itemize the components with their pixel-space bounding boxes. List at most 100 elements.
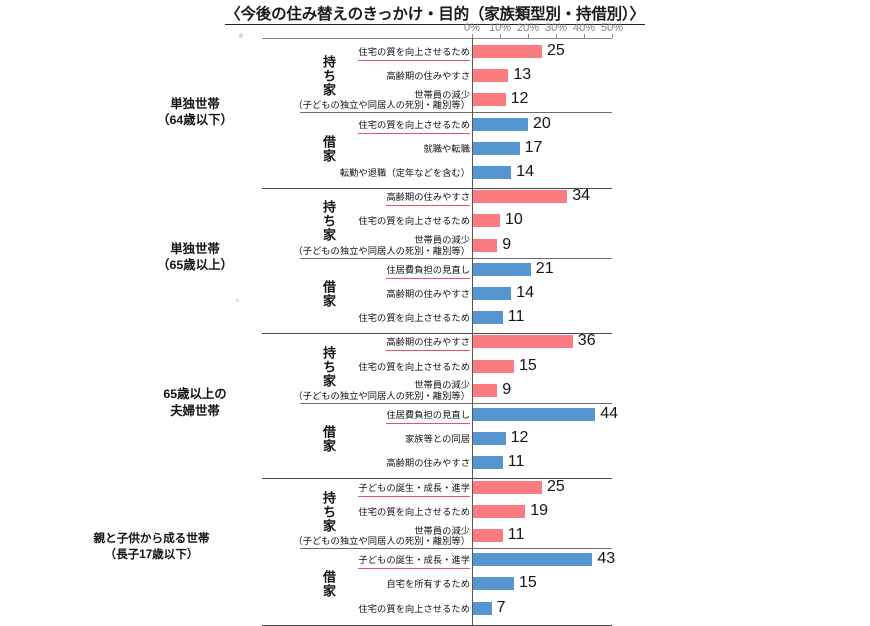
bar-row: 転勤や退職（定年などを含む） 14 [0, 163, 870, 182]
x-axis-tick-mark [612, 34, 613, 38]
zero-axis-line [472, 38, 473, 625]
household-group-label-line2: （65歳以上） [157, 258, 233, 273]
bar-category-label: 住居費負担の見直し [386, 408, 470, 424]
bar-row: 子どもの誕生・成長・進学 25 [0, 478, 870, 497]
tenure-label-rented: 借家 [321, 134, 336, 163]
bar-category-label: 住宅の質を向上させるため [358, 313, 470, 324]
bar [472, 190, 568, 204]
bar-row: 高齢期の住みやすさ 14 [0, 284, 870, 303]
bar-value-label: 11 [507, 308, 525, 326]
bar [472, 480, 542, 494]
bar-value-label: 21 [535, 259, 554, 277]
bar-value-label: 36 [577, 332, 596, 350]
bar-category-label-line2: （子どもの独立や同居人の死別・離別等） [293, 245, 470, 256]
household-group-label: 65歳以上の 夫婦世帯 [0, 386, 390, 419]
bar-row: 住宅の質を向上させるため 25 [0, 42, 870, 61]
bar-category-label: 住宅の質を向上させるため [358, 118, 470, 134]
bar-category-label: 自宅を所有するため [386, 579, 470, 590]
bar-row: 住宅の質を向上させるため 11 [0, 308, 870, 327]
tenure-label-owned: 持ち家 [321, 200, 336, 243]
bar-category-label: 子どもの誕生・成長・進学 [358, 553, 470, 570]
bar-category-label: 就職や転職 [423, 143, 471, 154]
x-axis-tick-mark [584, 34, 585, 38]
bar-value-label: 9 [502, 235, 512, 253]
household-group-label-line1: 単独世帯 [170, 96, 220, 111]
bar-category-label-line1: 世帯員の減少 [414, 525, 470, 536]
bar-category-label-line1: 世帯員の減少 [414, 89, 470, 100]
bar-value-label: 34 [572, 187, 590, 205]
bar-category-label: 高齢期の住みやすさ [386, 458, 470, 469]
bar [472, 117, 528, 131]
bar [472, 311, 503, 325]
x-axis-tick-mark [500, 34, 501, 38]
x-tick-label: 20% [516, 22, 540, 34]
tenure-label-rented: 借家 [321, 425, 336, 454]
bar-category-label: 高齢期の住みやすさ [386, 289, 470, 299]
bar-value-label: 11 [507, 526, 525, 543]
bar-value-label: 7 [496, 598, 506, 616]
household-group-label-line1: 65歳以上の [163, 386, 227, 401]
bar-row: 住宅の質を向上させるため 19 [0, 501, 870, 521]
bar-value-label: 12 [510, 429, 529, 447]
x-axis-tick-mark [528, 34, 529, 38]
bar-value-label: 15 [519, 574, 537, 592]
x-tick-label: 30% [544, 22, 568, 34]
bar [472, 359, 514, 373]
bar-row: 就職や転職 17 [0, 139, 870, 158]
bar-row: 住宅の質を向上させるため 7 [0, 598, 870, 618]
tenure-separator-line [300, 402, 612, 404]
x-axis-line [262, 38, 612, 39]
bar-category-label: 住居費負担の見直し [386, 263, 470, 279]
bar [472, 408, 596, 421]
bar-value-label: 15 [519, 356, 537, 374]
bar-category-label: 転勤や退職（定年などを含む） [339, 168, 470, 178]
bar-value-label: 19 [530, 501, 548, 519]
tenure-label-owned: 持ち家 [321, 490, 336, 533]
bar-value-label: 12 [510, 90, 529, 108]
bar-category-label: 高齢期の住みやすさ [386, 335, 470, 352]
bar [472, 166, 512, 179]
household-group-label: 親と子供から成る世帯 （長子17歳以下） [0, 531, 303, 562]
bar [472, 432, 506, 446]
bar-category-label-line1: 世帯員の減少 [414, 235, 470, 246]
bar-category-label: 住宅の質を向上させるため [358, 361, 470, 372]
x-tick-label: 0% [464, 22, 480, 34]
bar-row: 高齢期の住みやすさ 13 [0, 66, 870, 85]
household-group-label: 単独世帯 （64歳以下） [0, 96, 390, 129]
bar [472, 553, 593, 567]
bar [472, 504, 526, 518]
chart-title: 〈今後の住み替えのきっかけ・目的（家族類型別・持借別）〉 [0, 2, 870, 25]
bar-category-label: 世帯員の減少 （子どもの独立や同居人の死別・離別等） [293, 380, 470, 402]
tenure-label-owned: 持ち家 [321, 55, 336, 98]
bar [472, 262, 531, 276]
bar-value-label: 44 [600, 405, 618, 422]
bar-value-label: 43 [597, 550, 616, 568]
bar [472, 335, 573, 349]
bar-row: 世帯員の減少 （子どもの独立や同居人の死別・離別等） 11 [0, 525, 870, 546]
bar-category-label-line2: （子どもの独立や同居人の死別・離別等） [293, 100, 470, 111]
bar-category-label: 子どもの誕生・成長・進学 [358, 481, 470, 497]
bar-category-label-line2: （子どもの独立や同居人の死別・離別等） [293, 536, 470, 546]
bar-category-label-line1: 世帯員の減少 [414, 380, 470, 391]
bar-category-label: 家族等との同居 [405, 434, 470, 445]
bar-row: 世帯員の減少 （子どもの独立や同居人の死別・離別等） 12 [0, 89, 870, 111]
bar [472, 529, 503, 542]
tenure-label-owned: 持ち家 [321, 345, 336, 388]
bar [472, 45, 542, 58]
bar-row: 高齢期の住みやすさ 11 [0, 453, 870, 472]
bar-row: 住宅の質を向上させるため 15 [0, 356, 870, 376]
bar [472, 383, 498, 397]
bar-category-label: 世帯員の減少 （子どもの独立や同居人の死別・離別等） [293, 89, 470, 111]
bar-row: 住宅の質を向上させるため 10 [0, 211, 870, 230]
bar [472, 287, 512, 300]
household-group-label-line1: 親と子供から成る世帯 [93, 532, 210, 546]
household-group-label-line2: （長子17歳以下） [104, 547, 199, 561]
bar [472, 69, 509, 83]
tenure-separator-line [300, 112, 612, 114]
bar-category-label: 高齢期の住みやすさ [386, 71, 470, 82]
household-group-label-line1: 単独世帯 [170, 241, 220, 256]
x-tick-label: 50% [600, 22, 624, 34]
x-tick-label: 40% [572, 22, 596, 34]
bar-row: 高齢期の住みやすさ 34 [0, 187, 870, 207]
bar-value-label: 9 [502, 380, 512, 398]
